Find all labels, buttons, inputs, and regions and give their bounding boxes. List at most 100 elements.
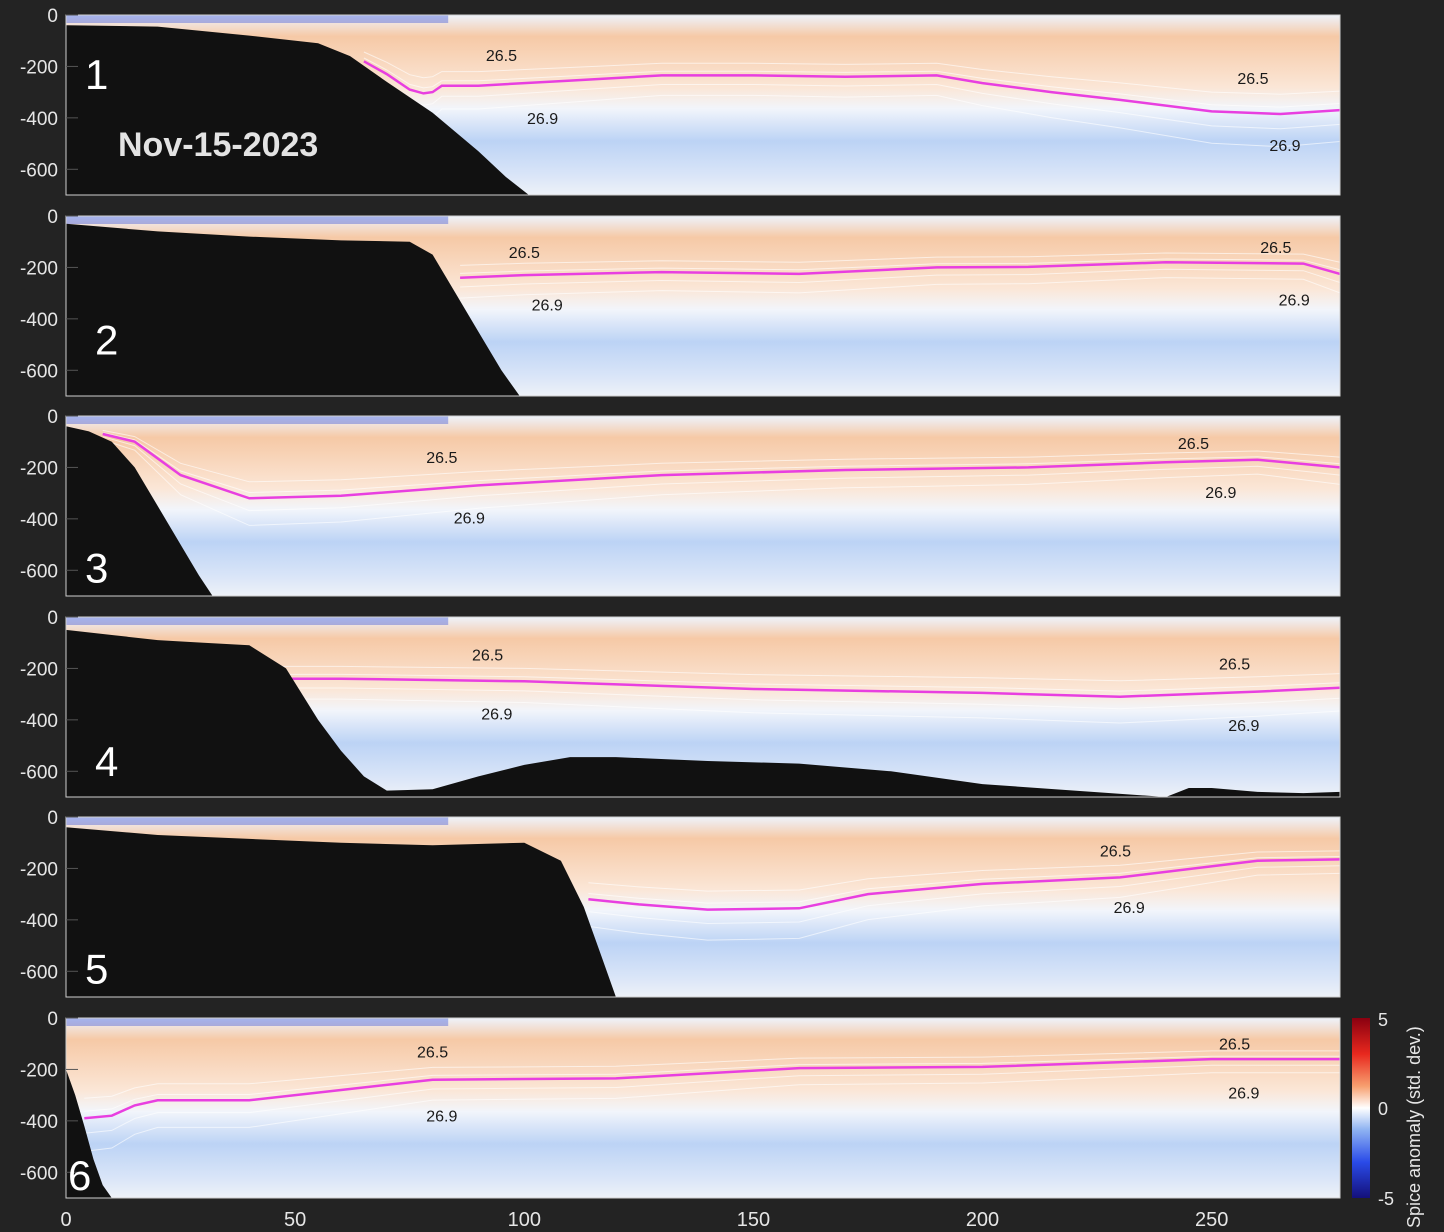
x-tick-label: 200: [966, 1209, 999, 1231]
contour-line: [460, 268, 1340, 288]
contour-line: [102, 429, 1340, 483]
panel-plot-area: 26.5 26.9 26.5 26.9: [66, 216, 1340, 396]
contour-line: [84, 1064, 1340, 1134]
x-tick-label: 150: [737, 1209, 770, 1231]
x-tick-label: 250: [1195, 1209, 1228, 1231]
panel-3: 26.5 26.9 26.5 26.9 0 -200 -400 -600 3: [20, 407, 1341, 597]
panel-frame: [65, 14, 1341, 196]
surface-cool-band: [66, 817, 449, 825]
contour-line: [84, 1050, 1340, 1099]
panel-plot-area: 26.5 26.9 26.5 26.9: [66, 1018, 1340, 1198]
y-tick-label: -400: [20, 310, 58, 331]
y-tick-label: -200: [20, 859, 58, 880]
contour-label: 26.5: [1100, 843, 1131, 860]
panel-plot-area: 26.5 26.9 26.5 26.9: [66, 416, 1340, 596]
date-label: Nov-15-2023: [118, 126, 318, 164]
contour-line: [460, 258, 1340, 274]
y-tick-label: -600: [20, 762, 58, 783]
panel-number-label: 2: [95, 316, 118, 363]
colorbar-tick-mid: 0: [1378, 1099, 1388, 1119]
contour-line: [102, 436, 1340, 512]
contour-line: [588, 856, 1340, 904]
contour-label: 26.9: [1114, 900, 1145, 917]
contour-line: [363, 67, 1340, 130]
panel-6: 26.5 26.9 26.5 26.9 0 -200 -400 -600 6: [20, 1009, 1341, 1199]
panel-number-label: 1: [85, 51, 108, 98]
isopycnal-line: [460, 261, 1340, 279]
contour-label: 26.9: [426, 1109, 457, 1126]
y-tick-label: -600: [20, 361, 58, 382]
colorbar-tick-top: 5: [1378, 1010, 1388, 1030]
contour-line: [460, 277, 1340, 299]
surface-cool-band: [66, 216, 449, 224]
contour-line: [588, 850, 1340, 892]
contour-label: 26.9: [527, 111, 558, 128]
surface-cool-band: [66, 416, 449, 424]
surface-cool-band: [66, 617, 449, 625]
y-tick-label: -400: [20, 510, 58, 531]
contour-line: [363, 57, 1340, 108]
contour-line: [102, 432, 1340, 494]
contour-label: 26.9: [1279, 293, 1310, 310]
contour-label: 26.9: [532, 298, 563, 315]
contour-line: [276, 665, 1340, 682]
panels-group: 26.526.926.526.90-200-400-600126.526.926…: [20, 6, 1341, 1199]
panel-number-label: 5: [85, 946, 108, 993]
contour-label: 26.5: [509, 245, 540, 262]
contour-label: 26.5: [1219, 1037, 1250, 1054]
panel-frame: [65, 215, 1341, 397]
x-tick-label: 50: [284, 1209, 306, 1231]
contour-line: [84, 1072, 1340, 1152]
contour-line: [363, 51, 1340, 95]
x-tick-label: 100: [508, 1209, 541, 1231]
y-tick-label: -200: [20, 57, 58, 78]
panel-frame: [65, 415, 1341, 597]
colorbar: 5 0 -5 Spice anomaly (std. dev.): [1352, 1010, 1424, 1228]
panel-4: 26.5 26.9 26.5 26.9 0 -200 -400 -600 4: [20, 608, 1341, 798]
panel-number-label: 4: [95, 738, 118, 785]
contour-line: [588, 865, 1340, 925]
contour-line: [460, 252, 1340, 266]
y-tick-label: -400: [20, 1112, 58, 1133]
y-tick-label: -200: [20, 659, 58, 680]
panel-5: 26.5 26.9 0 -200 -400 -600 5: [20, 808, 1341, 998]
colorbar-title: Spice anomaly (std. dev.): [1404, 1026, 1424, 1228]
contour-line: [276, 698, 1340, 724]
panel-plot-area: 26.5 26.9: [66, 817, 1340, 997]
contour-line: [276, 673, 1340, 692]
isopycnal-line: [363, 60, 1340, 116]
y-tick-label: -600: [20, 561, 58, 582]
panel-number-label: 3: [85, 545, 108, 592]
contour-label: 26.5: [1178, 436, 1209, 453]
surface-cool-band: [66, 1018, 449, 1026]
contour-label: 26.5: [486, 48, 517, 65]
y-tick-label: 0: [47, 608, 58, 629]
y-tick-label: 0: [47, 1009, 58, 1030]
contour-label: 26.9: [1228, 718, 1259, 735]
contour-line: [102, 439, 1340, 526]
bathymetry: [66, 629, 1340, 797]
bathymetry: [66, 223, 520, 396]
contour-label: 26.9: [1228, 1086, 1259, 1103]
y-tick-label: 0: [47, 407, 58, 428]
panel-plot-area: 26.5 26.9 26.5 26.9: [66, 617, 1340, 797]
y-tick-label: -600: [20, 160, 58, 181]
contour-label: 26.9: [481, 706, 512, 723]
panel-frame: [65, 816, 1341, 998]
y-tick-label: -400: [20, 109, 58, 130]
panel-2: 26.5 26.9 26.5 26.9 0 -200 -400 -600 2: [20, 207, 1341, 397]
y-tick-label: -600: [20, 1163, 58, 1184]
y-tick-label: 0: [47, 207, 58, 228]
y-tick-label: -400: [20, 911, 58, 932]
y-tick-label: -600: [20, 962, 58, 983]
panel-plot-area: 26.5 26.9 26.5 26.9: [66, 15, 1340, 195]
bathymetry: [66, 1069, 112, 1198]
panel-frame: [65, 1017, 1341, 1199]
y-tick-label: -200: [20, 458, 58, 479]
surface-cool-band: [66, 15, 449, 23]
isopycnal-line: [102, 432, 1340, 500]
bathymetry: [66, 827, 616, 997]
spice-field: [66, 416, 1340, 596]
contour-label: 26.9: [454, 511, 485, 528]
